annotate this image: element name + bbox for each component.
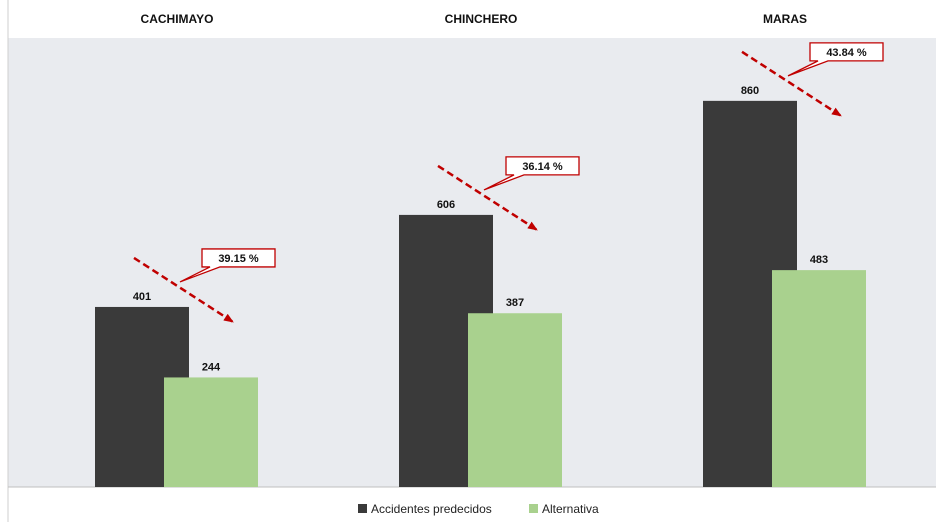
reduction-percent-chinchero: 36.14 % [522, 161, 563, 173]
legend-swatch-alternativa [529, 504, 538, 513]
value-label-accidentes-chinchero: 606 [437, 199, 455, 211]
category-label-chinchero: CHINCHERO [445, 12, 518, 26]
reduction-callout-maras [787, 42, 884, 77]
legend: Accidentes predecidos Alternativa [358, 502, 599, 516]
reduction-callout-chinchero [483, 156, 580, 191]
reduction-percent-maras: 43.84 % [826, 47, 867, 59]
bar-alternativa-maras [772, 270, 866, 487]
category-label-maras: MARAS [763, 12, 807, 26]
legend-label-alternativa: Alternativa [542, 502, 599, 516]
bar-alternativa-cachimayo [164, 377, 258, 487]
reduction-callout-cachimayo [179, 248, 276, 283]
value-label-alternativa-maras: 483 [810, 254, 828, 266]
category-label-cachimayo: CACHIMAYO [141, 12, 214, 26]
value-label-alternativa-cachimayo: 244 [202, 361, 221, 373]
reduction-arrow-chinchero [437, 164, 538, 231]
reduction-arrow-maras [741, 50, 842, 117]
bar-alternativa-chinchero [468, 313, 562, 487]
value-label-accidentes-cachimayo: 401 [133, 291, 151, 303]
value-label-accidentes-maras: 860 [741, 85, 759, 97]
value-label-alternativa-chinchero: 387 [506, 297, 524, 309]
reduction-percent-cachimayo: 39.15 % [218, 253, 259, 265]
legend-swatch-accidentes [358, 504, 367, 513]
reduction-arrow-cachimayo [133, 256, 234, 324]
legend-label-accidentes: Accidentes predecidos [371, 502, 492, 516]
